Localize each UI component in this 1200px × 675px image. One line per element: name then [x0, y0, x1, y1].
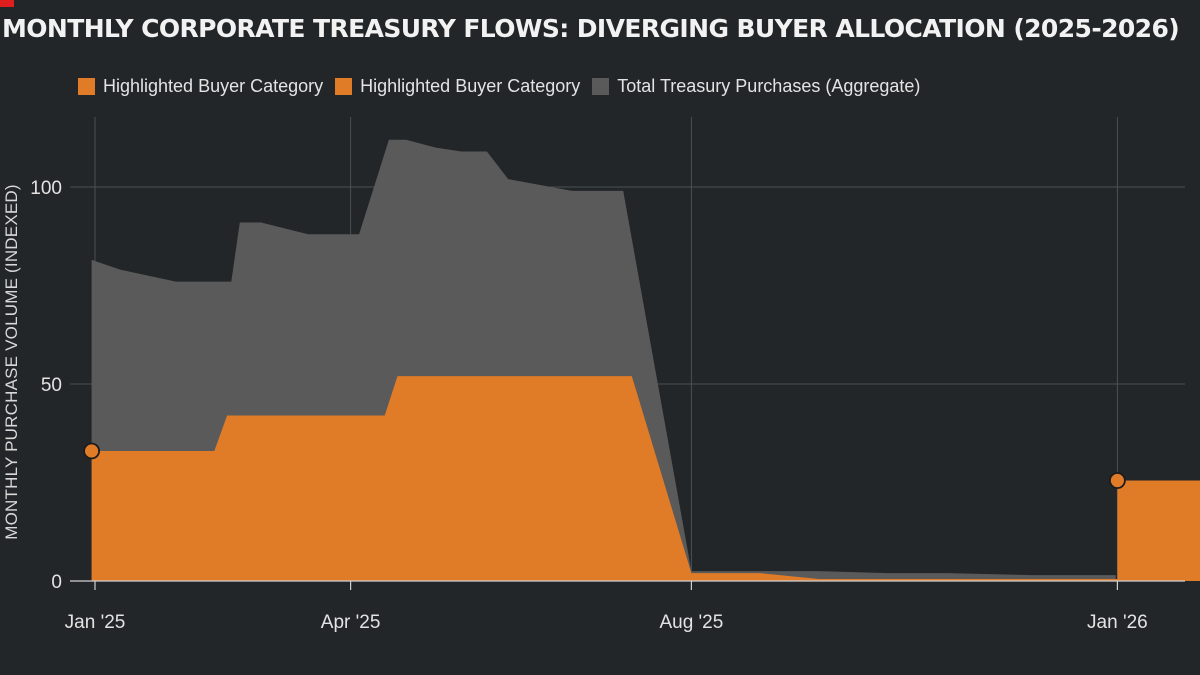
legend-swatch-orange-1	[78, 77, 95, 95]
data-point-marker-2	[1109, 472, 1126, 489]
y-tick-label: 0	[51, 572, 62, 593]
legend-label-2: Highlighted Buyer Category	[360, 75, 581, 96]
legend-item-highlighted-1: Highlighted Buyer Category	[78, 76, 323, 97]
legend-label-1: Highlighted Buyer Category	[103, 75, 324, 96]
brand-mark	[0, 0, 14, 7]
legend-item-highlighted-2: Highlighted Buyer Category	[335, 76, 580, 97]
legend: Highlighted Buyer Category Highlighted B…	[78, 73, 932, 99]
area-highlighted-buyer-2	[1117, 480, 1200, 581]
x-tick-label: Jan '25	[65, 612, 126, 633]
chart-title: MONTHLY CORPORATE TREASURY FLOWS: DIVERG…	[2, 14, 1180, 43]
marker-layer	[83, 442, 1126, 489]
legend-swatch-orange-2	[335, 77, 353, 95]
legend-label-3: Total Treasury Purchases (Aggregate)	[617, 75, 921, 96]
legend-item-total: Total Treasury Purchases (Aggregate)	[592, 76, 920, 97]
legend-swatch-gray	[592, 77, 610, 95]
y-tick-label: 100	[30, 178, 62, 199]
data-point-marker-1	[83, 442, 100, 460]
area-highlighted-buyer-1	[91, 376, 1118, 581]
area-layer	[91, 139, 1200, 581]
x-tick-label: Jan '26	[1087, 612, 1148, 633]
y-tick-label: 50	[41, 375, 62, 396]
y-axis-label: MONTHLY PURCHASE VOLUME (INDEXED)	[2, 184, 21, 539]
x-tick-label: Aug '25	[659, 612, 723, 633]
x-tick-label: Apr '25	[321, 612, 381, 633]
